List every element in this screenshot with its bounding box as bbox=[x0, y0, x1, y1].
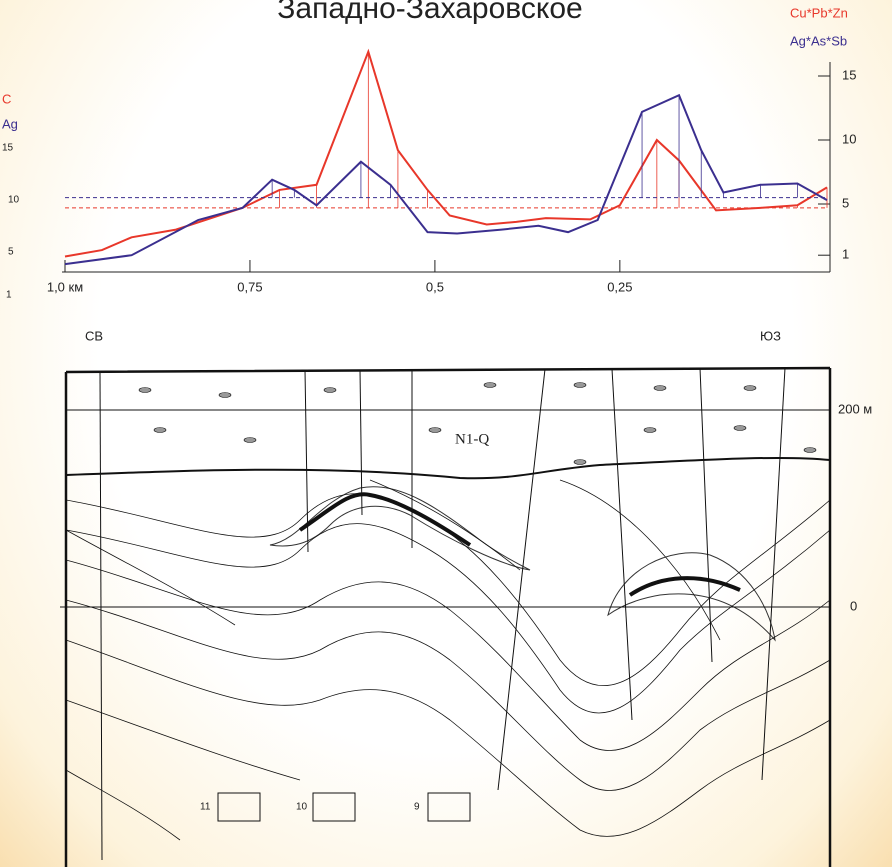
unit-label: N1-Q bbox=[455, 431, 489, 447]
ore-core bbox=[628, 576, 741, 597]
series-line bbox=[64, 48, 828, 258]
section-label: СВ bbox=[85, 328, 103, 343]
fragment: Ag bbox=[2, 116, 18, 131]
y-tick-label: 10 bbox=[842, 131, 856, 146]
ore-body bbox=[607, 552, 776, 642]
fragment: 10 bbox=[8, 195, 20, 206]
drill-holes bbox=[99, 367, 786, 861]
x-tick-label: 1,0 км bbox=[47, 279, 83, 294]
legend-entry: Cu*Pb*Zn bbox=[790, 5, 848, 20]
frame bbox=[64, 366, 832, 867]
cross-section bbox=[60, 366, 832, 867]
zero-label: 0 bbox=[850, 598, 857, 613]
legend-entry: Ag*As*Sb bbox=[790, 33, 847, 48]
x-tick-label: 0,75 bbox=[237, 279, 262, 294]
x-tick-label: 0,25 bbox=[607, 279, 632, 294]
fragment: 15 bbox=[2, 143, 14, 154]
y-tick-label: 1 bbox=[842, 247, 849, 262]
legend-box bbox=[312, 792, 356, 822]
y-tick-label: 5 bbox=[842, 195, 849, 210]
ore-body bbox=[269, 486, 531, 571]
surface bbox=[65, 456, 831, 480]
strata bbox=[65, 479, 831, 841]
legend-box bbox=[217, 792, 261, 822]
depth-label: 200 м bbox=[838, 401, 872, 416]
legend-box bbox=[427, 792, 471, 822]
pebbles bbox=[138, 382, 817, 465]
fragment: 5 bbox=[8, 247, 14, 258]
legend-label: 10 bbox=[296, 802, 308, 813]
series-line bbox=[64, 93, 828, 266]
legend-label: 11 bbox=[200, 802, 211, 813]
ore-core bbox=[298, 492, 472, 547]
y-tick-label: 15 bbox=[842, 67, 856, 82]
fragment: C bbox=[2, 91, 11, 106]
fragment: 1 bbox=[6, 290, 12, 301]
legend-label: 9 bbox=[414, 802, 420, 813]
title: Западно-Захаровское bbox=[277, 0, 582, 25]
section-label: ЮЗ bbox=[760, 328, 781, 343]
x-tick-label: 0,5 bbox=[426, 279, 444, 294]
